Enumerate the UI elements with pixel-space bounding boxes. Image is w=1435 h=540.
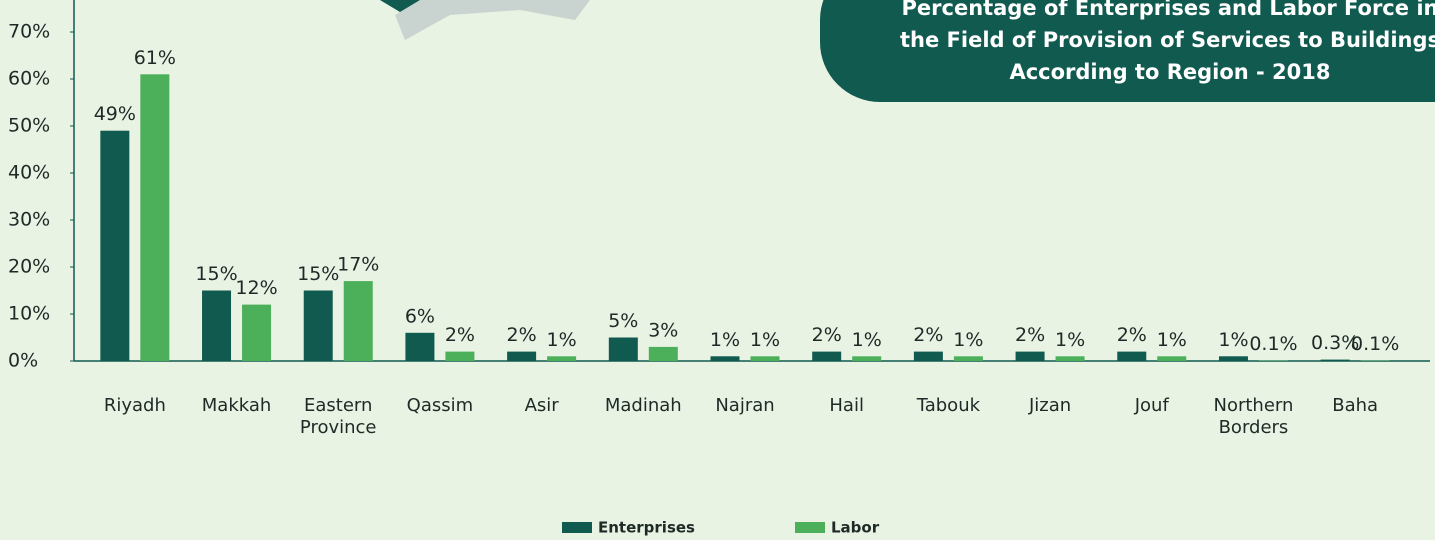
x-tick-label: Eastern Province [299,395,377,438]
value-label: 2% [445,324,475,346]
value-label: 1% [1157,329,1187,351]
value-label: 2% [812,324,842,346]
value-label: 1% [750,329,780,351]
x-tick-label: Asir [524,395,559,416]
x-tick-label: Najran [715,395,775,416]
bar [1015,351,1045,361]
y-tick-label: 10% [8,303,50,325]
title-box [820,0,1435,102]
bar [1117,351,1147,361]
bar [140,74,170,362]
bar [750,356,780,361]
value-label: 15% [195,263,237,285]
x-tick-label: Hail [829,395,864,416]
legend-label: Labor [831,519,880,537]
bar [852,356,882,361]
bar [710,356,740,361]
bar [1320,359,1350,361]
legend-swatch [562,522,592,533]
value-label: 2% [1015,324,1045,346]
legend-swatch [795,522,825,533]
value-label: 12% [235,277,277,299]
y-tick-label: 40% [8,162,50,184]
value-label: 1% [710,329,740,351]
x-tick-label: Makkah [201,395,272,416]
bar [405,332,435,361]
y-tick-label: 50% [8,115,50,137]
value-label: 6% [405,305,435,327]
bar [648,346,678,361]
x-tick-label: Madinah [604,395,682,416]
x-tick-label: Northern Borders [1213,395,1294,438]
value-label: 2% [507,324,537,346]
bar [343,281,373,361]
value-label: 15% [297,263,339,285]
y-tick-label: 60% [8,68,50,90]
value-label: 1% [1055,329,1085,351]
bar [913,351,943,361]
y-tick-label: 20% [8,256,50,278]
value-label: 2% [913,324,943,346]
value-label: 1% [852,329,882,351]
bar [507,351,537,361]
bar [812,351,842,361]
bar [445,351,475,361]
decor-map [380,0,420,15]
bar [608,337,638,361]
bar [100,130,130,361]
bar [303,290,333,361]
x-tick-label: Qassim [406,395,474,416]
value-label: 2% [1117,324,1147,346]
bar [1055,356,1085,361]
x-tick-label: Tabouk [916,395,981,416]
value-label: 17% [337,254,379,276]
value-label: 0.1% [1249,333,1297,355]
legend-label: Enterprises [598,519,695,537]
y-tick-label: 70% [8,21,50,43]
x-tick-label: Riyadh [103,395,166,416]
value-label: 1% [547,329,577,351]
value-label: 61% [134,47,176,69]
value-label: 0.3% [1311,332,1359,354]
bar [1218,356,1248,361]
chart-title: Percentage of Enterprises and Labor Forc… [899,0,1435,84]
value-label: 5% [608,310,638,332]
bar [202,290,232,361]
y-tick-label: 0% [8,350,38,372]
x-tick-label: Jouf [1134,395,1169,416]
decor-map [395,0,590,40]
bar [1157,356,1187,361]
value-label: 1% [1218,329,1248,351]
bar [242,304,272,361]
bar [953,356,983,361]
y-tick-label: 30% [8,209,50,231]
x-tick-label: Jizan [1028,395,1072,416]
value-label: 3% [648,319,678,341]
value-label: 0.1% [1351,333,1399,355]
value-label: 1% [953,329,983,351]
value-label: 49% [94,103,136,125]
bar [547,356,577,361]
x-tick-label: Baha [1332,395,1379,416]
